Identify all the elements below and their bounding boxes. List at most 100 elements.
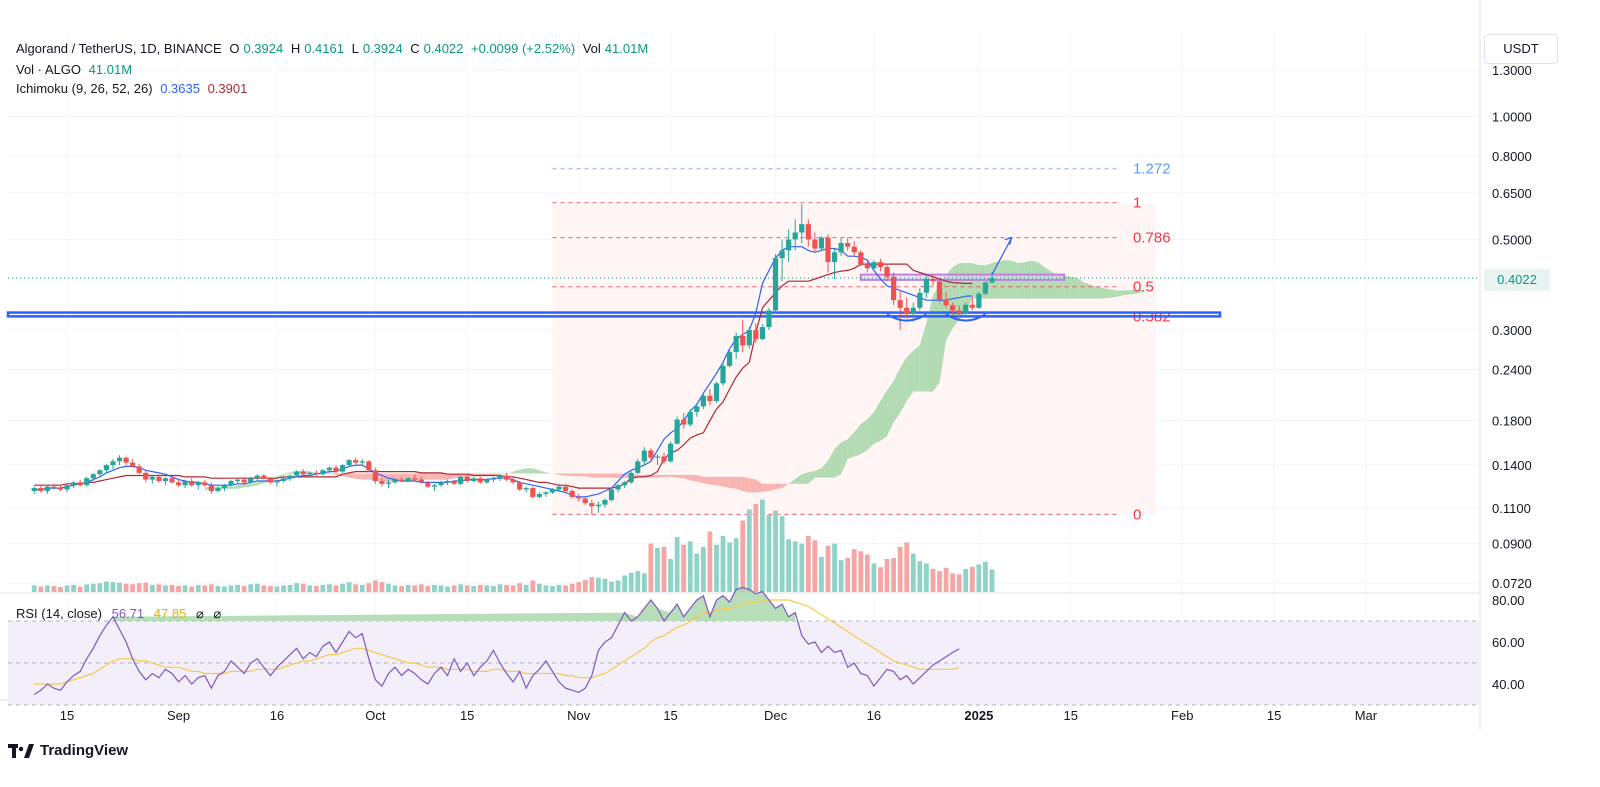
candle-body (248, 478, 254, 483)
ichimoku-cloud-bullish (552, 473, 560, 475)
volume-bar (149, 584, 155, 592)
low-label: L (351, 41, 359, 56)
volume-bar (589, 577, 595, 592)
volume-bar (287, 584, 293, 592)
volume-bar (943, 567, 949, 592)
rsi-axis-label: 40.00 (1492, 677, 1525, 692)
volume-bar (130, 584, 136, 592)
volume-bar (359, 584, 365, 592)
volume-bar (766, 515, 772, 592)
volume-bar (163, 585, 168, 592)
volume-bar (530, 580, 536, 592)
ichimoku-legend[interactable]: Ichimoku (9, 26, 52, 26) 0.3635 0.3901 (16, 81, 251, 96)
open-label: O (229, 41, 240, 56)
ichimoku-cloud-bullish (244, 483, 251, 488)
volume-bar (917, 561, 923, 592)
ichimoku-cloud-bullish (1090, 284, 1097, 299)
time-axis-label: Dec (764, 708, 788, 723)
candle-body (556, 486, 562, 490)
candle-body (517, 482, 523, 490)
volume-bar (622, 575, 628, 592)
volume-bar (143, 582, 149, 592)
ichimoku-cloud-bearish (565, 473, 573, 477)
low-value: 0.3924 (362, 41, 403, 56)
time-axis-label: 15 (460, 708, 474, 723)
candle-body (838, 243, 844, 253)
candle-body (654, 456, 661, 458)
volume-bar (208, 584, 214, 592)
candle-body (90, 474, 96, 479)
time-axis-label: 15 (60, 708, 74, 723)
volume-bar (563, 585, 568, 592)
volume-bar (117, 582, 122, 592)
candle-body (943, 300, 949, 306)
candle-body (346, 460, 352, 466)
candle-body (641, 450, 647, 462)
ichimoku-tenkan-value: 0.3635 (160, 81, 200, 96)
candle-body (786, 239, 792, 251)
volume-bar (497, 584, 503, 592)
change-value: +0.0099 (+2.52%) (471, 41, 576, 56)
candle-body (772, 258, 779, 311)
candle-body (123, 457, 129, 463)
ichimoku-cloud-bearish (696, 474, 704, 484)
last-price-tag: 0.4022 (1484, 269, 1550, 291)
rsi-legend[interactable]: RSI (14, close) 56.71 47.85 ⌀ ⌀ (16, 606, 227, 622)
candle-body (746, 330, 752, 346)
ichimoku-cloud-bearish (362, 473, 369, 480)
high-label: H (290, 41, 301, 56)
volume-bar (189, 586, 195, 592)
price-axis-label: 0.5000 (1492, 232, 1532, 247)
fib-level-label: 0.786 (1133, 230, 1171, 247)
volume-bar (58, 587, 63, 592)
volume-bar (924, 563, 929, 592)
candle-body (372, 470, 378, 481)
ichimoku-cloud-bullish (1044, 267, 1052, 299)
ichimoku-cloud-bullish (808, 470, 815, 484)
ichimoku-cloud-bearish (709, 476, 717, 486)
volume-bar (904, 542, 910, 592)
ichimoku-cloud-bullish (1123, 290, 1130, 296)
candle-body (720, 365, 726, 384)
tradingview-logo[interactable]: TradingView (8, 742, 128, 759)
candle-body (497, 475, 503, 479)
volume-bar (44, 585, 50, 592)
volume-bar (477, 584, 483, 592)
volume-bar (248, 584, 254, 592)
volume-bar (897, 546, 903, 592)
candle-body (713, 383, 720, 401)
volume-legend[interactable]: Vol · ALGO 41.01M (16, 62, 136, 77)
candle-body (877, 262, 884, 268)
ichimoku-cloud-bullish (946, 267, 953, 341)
candle-body (300, 471, 306, 475)
symbol-title[interactable]: Algorand / TetherUS, 1D, BINANCE (16, 41, 222, 56)
ichimoku-cloud-bearish (506, 471, 514, 475)
candle-body (412, 478, 418, 480)
volume-bar (77, 586, 83, 592)
ichimoku-cloud-bullish (900, 357, 907, 413)
ichimoku-cloud-bearish (447, 473, 455, 480)
volume-bar (195, 584, 201, 592)
ichimoku-cloud-bullish (873, 400, 881, 444)
currency-button[interactable]: USDT (1484, 34, 1558, 64)
volume-bar (418, 584, 424, 592)
volume-bar (386, 583, 391, 592)
volume-bar (372, 580, 378, 592)
candle-body (38, 488, 44, 491)
ichimoku-cloud-bearish (670, 474, 678, 478)
price-axis-label: 0.0720 (1492, 576, 1532, 591)
volume-bar (294, 583, 300, 592)
candle-body (425, 482, 431, 487)
candle-body (792, 232, 798, 240)
candle-body (936, 281, 943, 301)
volume-bar (104, 581, 109, 592)
candle-body (44, 486, 50, 491)
rsi-axis-label: 80.00 (1492, 593, 1525, 608)
ichimoku-cloud-bearish (500, 473, 507, 475)
price-axis-label: 0.0900 (1492, 536, 1532, 551)
candle-body (189, 480, 195, 486)
volume-bar (222, 586, 227, 592)
candle-body (733, 336, 739, 352)
volume-bar (760, 499, 765, 592)
